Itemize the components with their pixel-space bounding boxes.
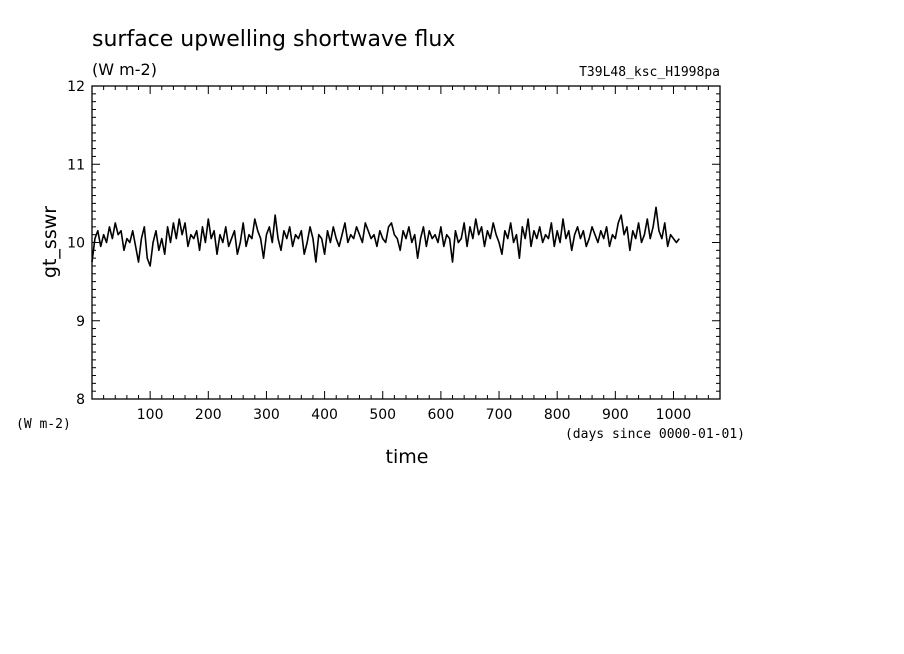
x-tick-label: 100	[137, 407, 164, 423]
chart-title: surface upwelling shortwave flux	[92, 27, 455, 52]
x-tick-label: 700	[486, 407, 513, 423]
series-layer	[91, 206, 680, 267]
x-axis-label: time	[386, 446, 429, 468]
y-tick-label: 8	[76, 392, 85, 408]
x-tick-label: 600	[428, 407, 455, 423]
x-tick-label: 200	[195, 407, 222, 423]
y-tick-label: 11	[67, 157, 85, 173]
x-tick-label: 800	[544, 407, 571, 423]
plot-frame	[91, 85, 721, 400]
x-tick-label: 300	[253, 407, 280, 423]
title-units: (W m-2)	[92, 60, 157, 79]
x-tick-label: 1000	[656, 407, 692, 423]
ticks: 100 200 300 400 500 600 700 800 900 1000 8 9 10 11 12	[67, 79, 720, 423]
series-line-0	[91, 206, 680, 267]
y-tick-label: 9	[76, 314, 85, 330]
x-tick-label: 400	[311, 407, 338, 423]
y-tick-label: 10	[67, 236, 85, 252]
x-tick-label: 900	[602, 407, 629, 423]
y-axis-label: gt_sswr	[39, 206, 61, 278]
y-tick-label: 12	[67, 79, 85, 95]
experiment-label: T39L48_ksc_H1998pa	[579, 65, 720, 80]
y-axis-units: (W m-2)	[16, 417, 71, 432]
x-axis-units: (days since 0000-01-01)	[565, 427, 745, 442]
x-tick-label: 500	[369, 407, 396, 423]
